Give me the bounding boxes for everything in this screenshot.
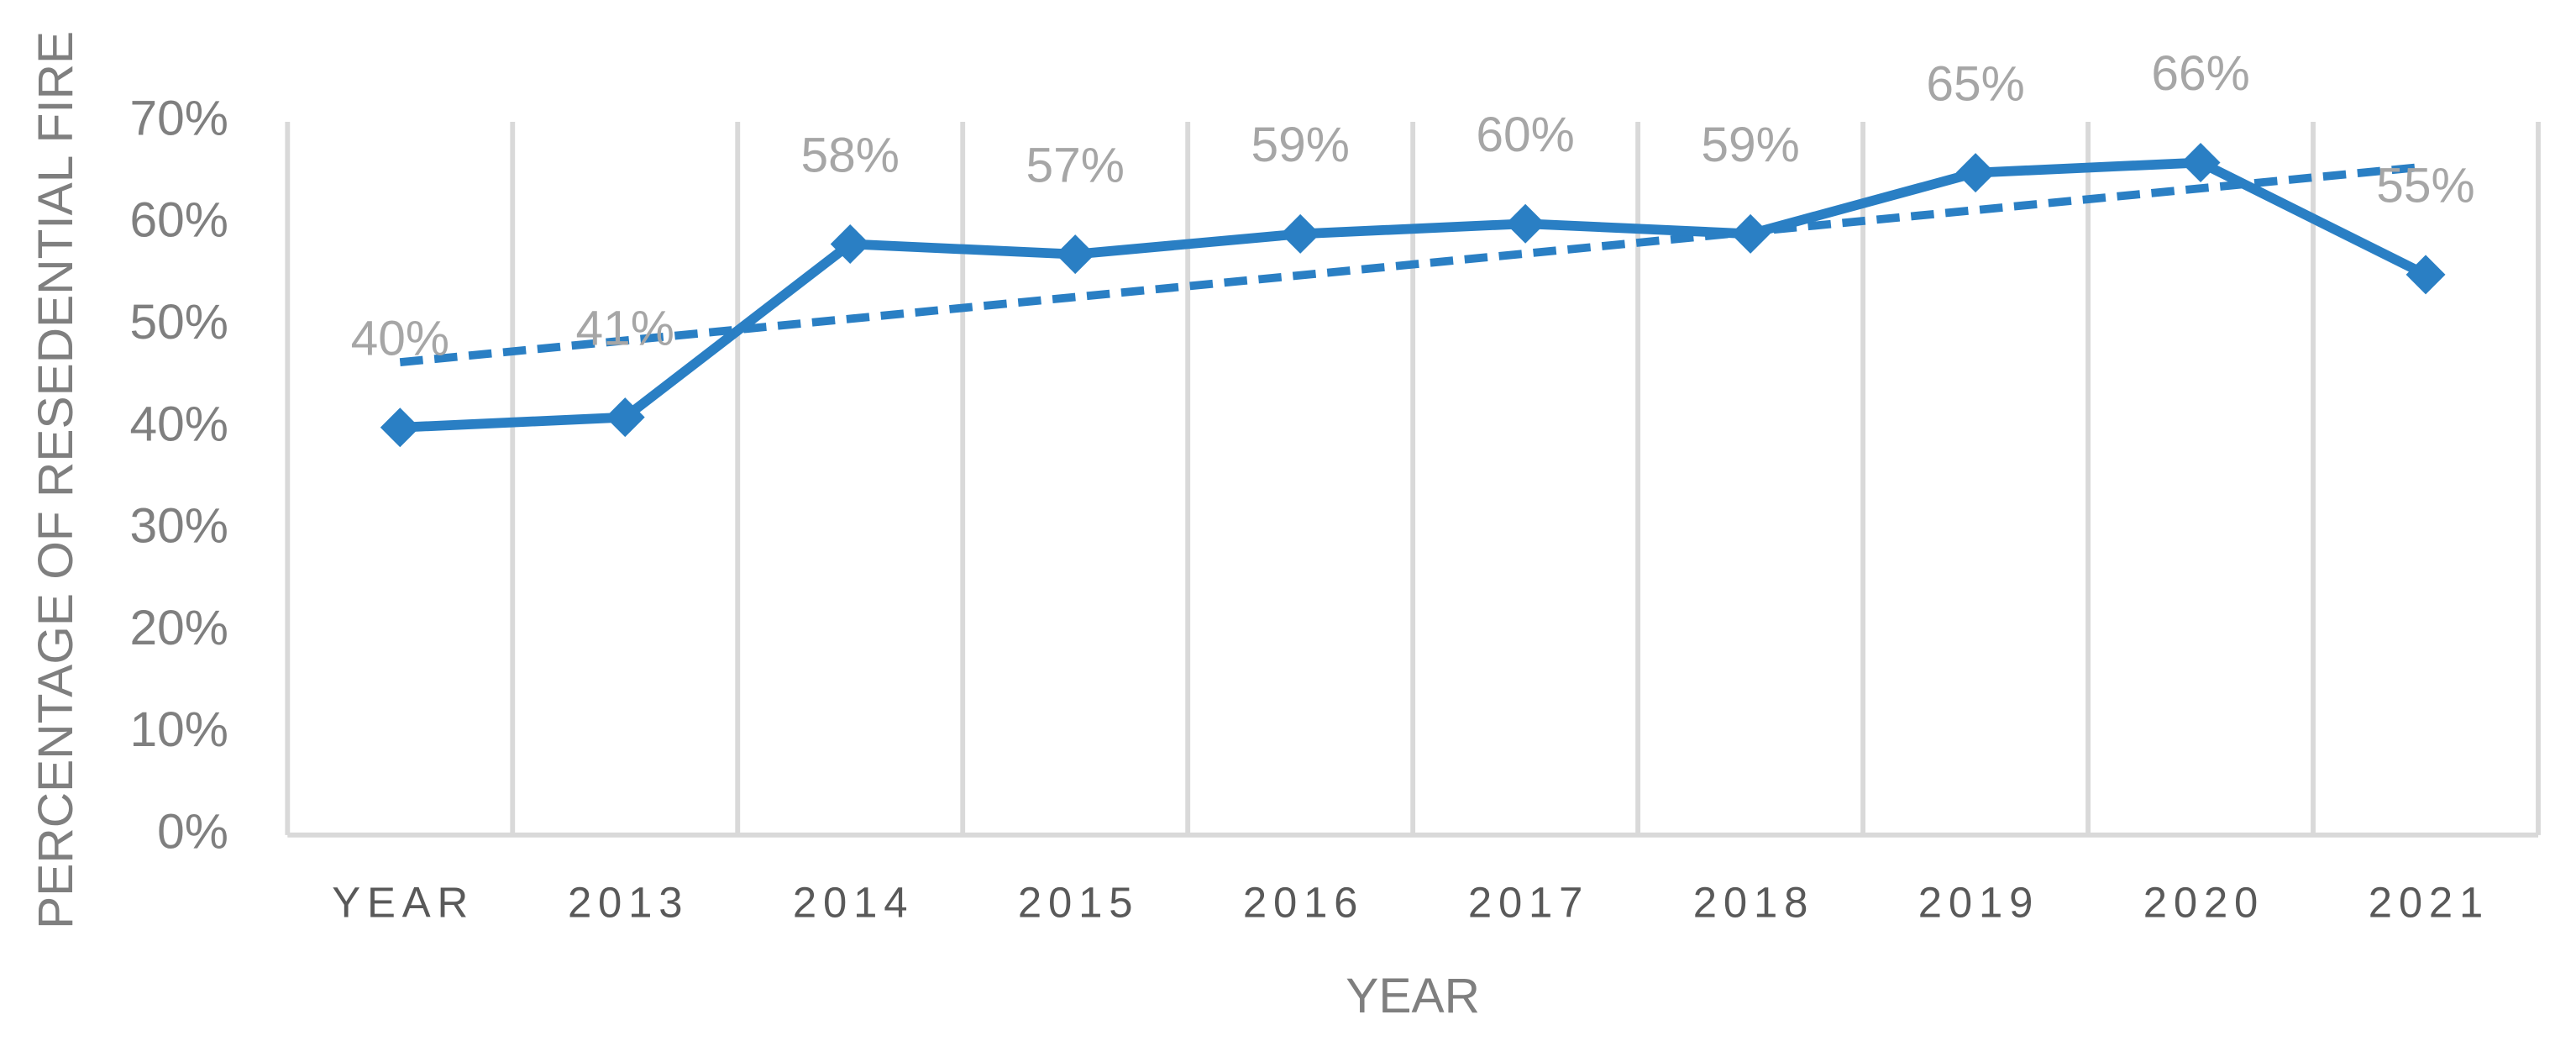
- value-label: 41%: [576, 301, 674, 355]
- x-axis-title: YEAR: [1346, 969, 1480, 1023]
- trendline: [399, 162, 2426, 367]
- value-label: 57%: [1026, 138, 1124, 192]
- value-label: 40%: [351, 312, 449, 366]
- x-tick-label: 2018: [1693, 878, 1814, 926]
- x-tick-label: 2020: [2143, 878, 2264, 926]
- value-label: 66%: [2151, 46, 2249, 101]
- value-label: 58%: [801, 128, 900, 182]
- marker: [1055, 234, 1095, 275]
- y-tick-label: 10%: [129, 702, 228, 757]
- y-tick-label: 50%: [129, 295, 228, 350]
- y-axis-title: PERCENTAGE OF RESEDENTIAL FIRE: [29, 31, 83, 929]
- marker: [1505, 203, 1545, 244]
- marker: [1955, 153, 1996, 193]
- marker: [380, 407, 420, 448]
- value-label: 55%: [2376, 159, 2474, 213]
- y-tick-label: 0%: [157, 804, 228, 859]
- x-tick-label: 2016: [1243, 878, 1364, 926]
- y-tick-label: 60%: [129, 193, 228, 248]
- value-label: 59%: [1701, 118, 1799, 172]
- marker: [1280, 213, 1320, 254]
- series-line: [400, 157, 2428, 433]
- x-tick-label: 2019: [1918, 878, 2039, 926]
- x-tick-label: 2013: [568, 878, 689, 926]
- x-tick-label: 2014: [793, 878, 914, 926]
- marker: [2180, 142, 2221, 182]
- y-tick-label: 70%: [129, 91, 228, 145]
- value-label: 65%: [1926, 56, 2024, 111]
- value-label: 59%: [1251, 118, 1349, 172]
- y-tick-label: 40%: [129, 397, 228, 451]
- x-tick-label: 2017: [1468, 878, 1589, 926]
- value-label: 60%: [1476, 108, 1574, 162]
- y-tick-label: 20%: [129, 601, 228, 655]
- x-tick-label: 2015: [1018, 878, 1139, 926]
- x-tick-label: YEAR: [332, 878, 475, 926]
- y-tick-label: 30%: [129, 499, 228, 554]
- x-tick-label: 2021: [2369, 878, 2489, 926]
- marker: [1730, 213, 1771, 254]
- marker: [2405, 255, 2446, 295]
